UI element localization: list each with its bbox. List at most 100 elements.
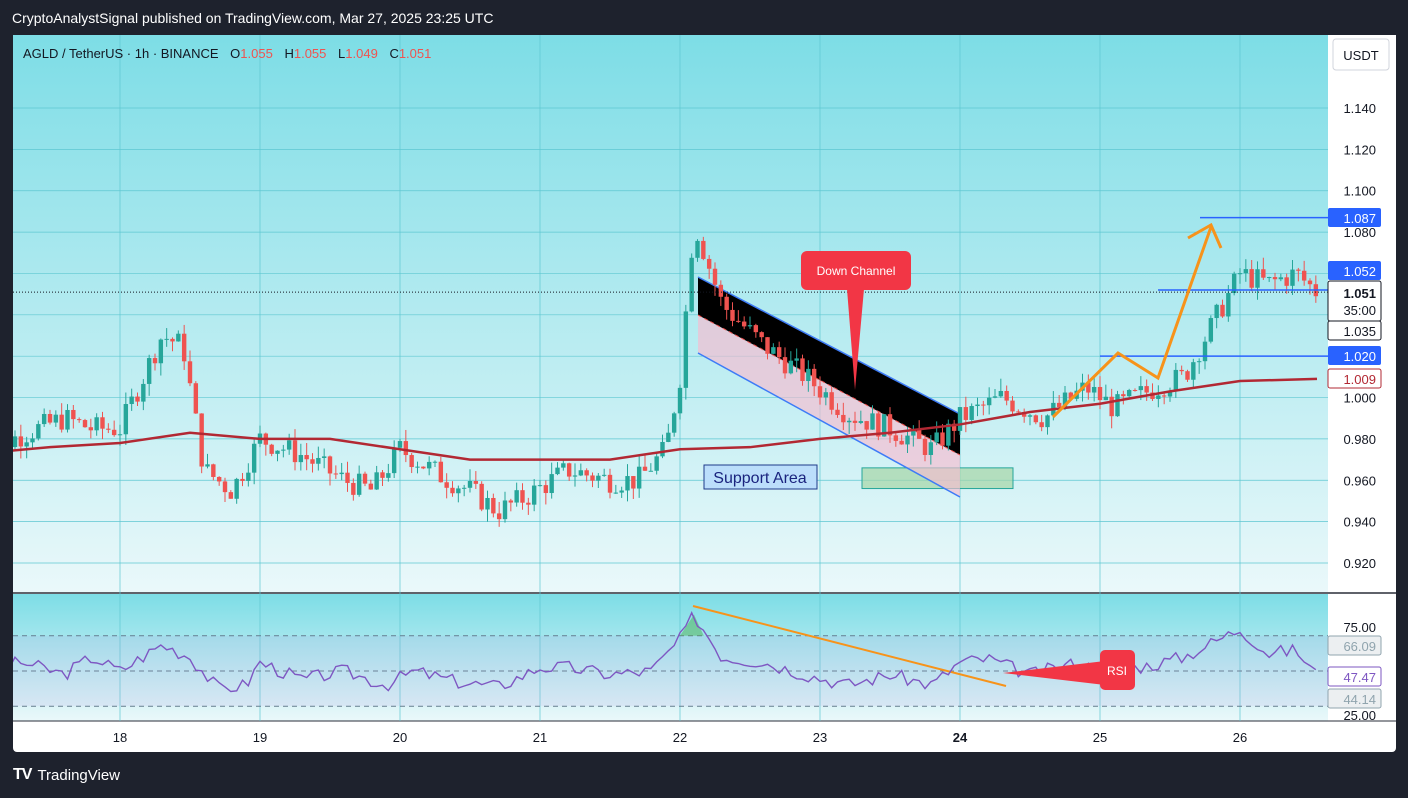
currency-label: USDT (1343, 48, 1378, 63)
candle-body (391, 447, 397, 474)
candle-body (654, 456, 659, 471)
candle-body (741, 321, 747, 327)
candle-body (625, 476, 630, 491)
candlestick-series (13, 236, 1319, 527)
candle-body (736, 320, 741, 322)
candle-body (327, 456, 333, 474)
candle-body (526, 502, 531, 505)
price-tag-1020: 1.020 (1328, 346, 1381, 365)
candle-body (811, 368, 817, 387)
moving-average-line (13, 377, 1318, 461)
candle-body (269, 444, 274, 454)
candle-body (701, 240, 706, 259)
candle-body (887, 414, 893, 436)
candle-body (893, 435, 899, 441)
currency-button[interactable]: USDT (1332, 38, 1390, 71)
candle-body (94, 417, 99, 431)
price-tag-1052: 1.052 (1328, 261, 1381, 280)
candle-body (111, 429, 117, 436)
candle-body (205, 464, 210, 467)
candle-body (531, 485, 537, 505)
candle-body (351, 482, 356, 495)
channel-lower-fill (698, 315, 960, 497)
candle-body (13, 436, 18, 448)
candle-body (520, 490, 525, 503)
candle-body (636, 466, 642, 489)
candle-body (572, 475, 578, 477)
candle-body (876, 413, 881, 437)
candle-body (782, 357, 788, 374)
candle-body (281, 449, 286, 451)
ohlc-legend: AGLD / TetherUS · 1h · BINANCE O1.055 H1… (23, 46, 431, 61)
rsi-divergence-line (692, 605, 1007, 687)
candle-body (951, 423, 957, 431)
candle-body (1301, 270, 1307, 281)
candle-body (1185, 371, 1190, 380)
time-tick-label: 19 (253, 730, 267, 745)
chart-frame[interactable]: Down Channel Support Area RSI 1.140 1.120… (13, 35, 1396, 752)
candle-body (491, 497, 496, 514)
channel-lower-line (697, 352, 961, 498)
candle-body (251, 443, 257, 473)
candle-body (1220, 304, 1225, 317)
candle-body (578, 470, 584, 476)
candle-body (1021, 411, 1027, 417)
rsi-callout[interactable]: RSI (1003, 650, 1135, 690)
candle-body (940, 432, 945, 446)
published-info: CryptoAnalystSignal published on Trading… (12, 10, 494, 26)
candle-body (36, 424, 41, 439)
candle-body (928, 442, 934, 455)
candle-body (718, 284, 724, 297)
candle-body (228, 492, 234, 499)
down-channel-callout[interactable]: Down Channel (801, 251, 911, 390)
down-channel-fill (698, 277, 960, 455)
candle-body (485, 497, 490, 510)
candle-body (403, 441, 409, 456)
candle-body (1161, 395, 1167, 397)
svg-text:1.087: 1.087 (1343, 211, 1376, 226)
candle-body (41, 413, 47, 425)
projection-path (1051, 226, 1213, 419)
candle-body (176, 333, 181, 342)
candle-body (438, 461, 444, 483)
chart-canvas[interactable]: Down Channel Support Area RSI 1.140 1.120… (13, 35, 1396, 752)
candle-body (998, 390, 1004, 397)
footer-branding[interactable]: TV TradingView (13, 766, 120, 784)
candle-body (234, 478, 239, 499)
candle-body (1266, 277, 1272, 279)
candle-body (1278, 277, 1284, 280)
candle-body (333, 473, 339, 475)
candle-body (106, 428, 111, 430)
time-tick-label: 25 (1093, 730, 1107, 745)
candle-body (969, 406, 974, 420)
candle-body (135, 396, 140, 402)
candle-body (146, 358, 152, 384)
candle-body (1132, 390, 1138, 392)
candle-body (514, 490, 519, 503)
symbol-label: AGLD / TetherUS · 1h · BINANCE (23, 46, 219, 61)
candle-body (648, 470, 654, 472)
candle-body (275, 450, 280, 454)
candle-body (671, 413, 677, 433)
candle-body (461, 487, 467, 489)
support-area-callout[interactable]: Support Area (703, 464, 818, 490)
candle-body (1121, 394, 1126, 397)
candle-body (304, 455, 309, 460)
candle-body (298, 455, 304, 463)
rsi-value-tag: 47.47 (1327, 666, 1382, 687)
candle-body (508, 500, 514, 503)
candle-body (199, 413, 204, 467)
price-tick-label: 1.140 (1343, 101, 1376, 116)
candle-body (397, 441, 403, 448)
candle-body (53, 414, 59, 423)
time-tick-label: 20 (393, 730, 407, 745)
candle-body (922, 438, 928, 455)
candle-body (794, 358, 799, 361)
candle-body (788, 360, 794, 374)
candle-body (759, 332, 764, 338)
candle-body (193, 383, 199, 414)
candle-body (1167, 391, 1173, 397)
candle-body (345, 472, 350, 483)
candle-body (1179, 369, 1184, 372)
candle-body (1231, 273, 1237, 294)
